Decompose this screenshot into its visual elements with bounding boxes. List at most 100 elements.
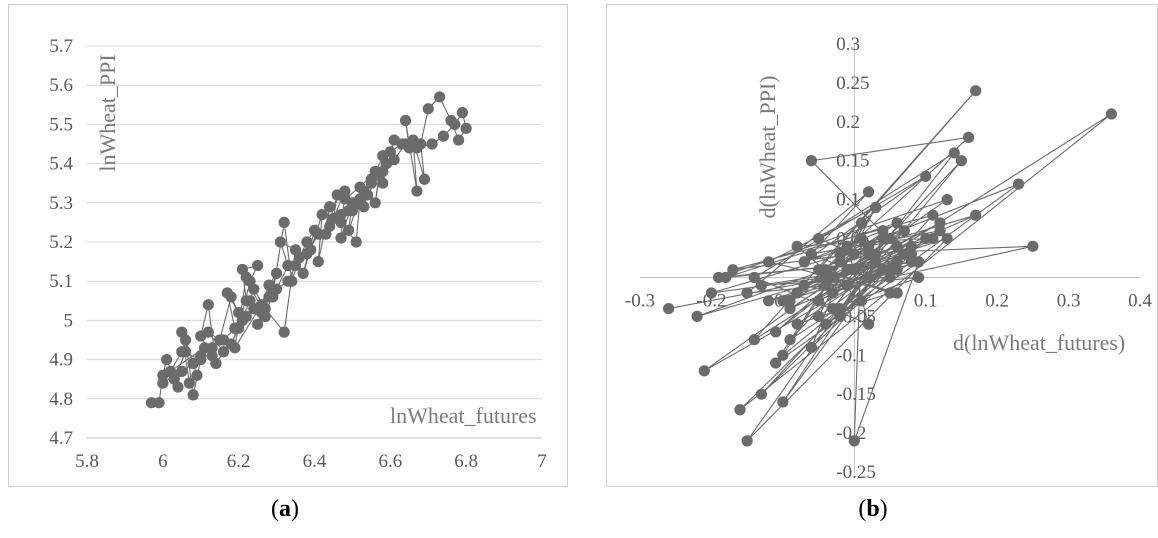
data-point (270, 283, 283, 295)
data-point (187, 357, 199, 370)
data-point (920, 170, 932, 182)
chart-a-frame (8, 4, 568, 487)
data-point (827, 287, 839, 299)
data-point (834, 248, 846, 260)
data-point (848, 264, 860, 276)
data-point (755, 279, 768, 291)
data-point (202, 326, 214, 338)
data-point (244, 295, 256, 307)
data-point (418, 173, 431, 185)
x-tick-label: -0.3 (625, 290, 655, 311)
data-point (350, 236, 362, 248)
y-tick-label: 5.1 (49, 271, 73, 292)
data-point (855, 232, 868, 245)
data-point (741, 435, 753, 447)
data-point (691, 310, 703, 322)
data-point (206, 342, 218, 354)
data-point (312, 256, 324, 268)
x-tick-label: 0.3 (1057, 290, 1081, 311)
data-point (877, 225, 889, 237)
data-point (927, 209, 939, 221)
data-point (153, 397, 165, 409)
data-point (335, 216, 347, 228)
data-point (805, 248, 818, 260)
data-point (217, 334, 230, 346)
y-tick-label: 5.5 (49, 114, 73, 135)
data-point (179, 334, 192, 346)
data-point (891, 217, 903, 229)
data-point (335, 208, 347, 221)
data-point (927, 232, 939, 245)
data-point (365, 173, 377, 185)
data-point (263, 291, 275, 303)
data-point (252, 259, 264, 272)
data-point (354, 181, 366, 193)
data-point (884, 287, 896, 299)
data-point (834, 310, 846, 322)
data-point (898, 248, 910, 260)
y-axis-label: lnWheat_PPI (95, 54, 120, 171)
data-point (720, 271, 732, 284)
data-point (820, 271, 832, 284)
data-point (240, 310, 252, 323)
panel-a: 4.7 4.8 4.9 5 5.1 5.2 5.3 5.4 5.5 5.6 5.7 5.8 6 6.2 6.… (0, 0, 570, 522)
data-point (176, 346, 188, 358)
data-point (202, 299, 214, 311)
y-tick-label: 0.1 (836, 190, 860, 211)
data-point (912, 256, 925, 268)
data-point (339, 193, 351, 205)
x-axis-label: lnWheat_futures (390, 403, 537, 428)
data-point (812, 232, 825, 245)
data-point (339, 185, 351, 197)
data-point (798, 256, 810, 268)
data-point (210, 357, 222, 370)
data-point (187, 389, 199, 401)
data-point (777, 396, 789, 408)
data-point (460, 122, 472, 134)
data-point (452, 134, 465, 146)
data-point (437, 130, 450, 142)
data-point (855, 217, 868, 229)
data-point (834, 256, 846, 268)
x-tick-label: 7 (537, 451, 547, 472)
chart-b: -0.3-0.2-0.10.10.20.30.4-0.25-0.2-0.15-0… (625, 34, 1152, 483)
data-point (248, 283, 260, 295)
y-tick-label: -0.25 (836, 462, 876, 483)
data-point (252, 318, 264, 330)
data-point (278, 216, 290, 228)
y-tick-label: 0.2 (836, 112, 860, 133)
data-point (912, 271, 925, 284)
data-point (316, 208, 328, 221)
y-tick-label: 4.9 (49, 350, 73, 371)
data-point (820, 279, 832, 291)
data-point (955, 155, 968, 167)
data-point (784, 302, 796, 315)
data-point (848, 248, 860, 260)
data-point (941, 194, 953, 206)
data-point (168, 369, 180, 381)
data-point (791, 287, 803, 299)
y-tick-label: 5 (64, 310, 74, 331)
data-point (157, 377, 169, 389)
data-point (762, 295, 775, 307)
data-point (820, 264, 832, 276)
data-point (195, 350, 207, 362)
panel-b: -0.3-0.2-0.10.10.20.30.4-0.25-0.2-0.15-0… (588, 0, 1158, 522)
data-point (312, 228, 324, 240)
y-axis-label: d(lnWheat_PPI) (755, 76, 780, 219)
caption-a: (a) (271, 496, 299, 522)
data-point (191, 369, 203, 381)
data-point (705, 287, 718, 299)
data-point (841, 240, 853, 252)
data-point (282, 275, 294, 287)
data-point (941, 232, 953, 245)
data-point (411, 142, 423, 154)
data-point (698, 365, 710, 377)
data-point (770, 357, 782, 369)
data-point (240, 271, 252, 283)
y-tick-label: 0.15 (836, 151, 869, 172)
data-point (884, 271, 896, 284)
data-point (161, 354, 173, 366)
data-point (820, 318, 832, 330)
data-point (434, 91, 446, 103)
